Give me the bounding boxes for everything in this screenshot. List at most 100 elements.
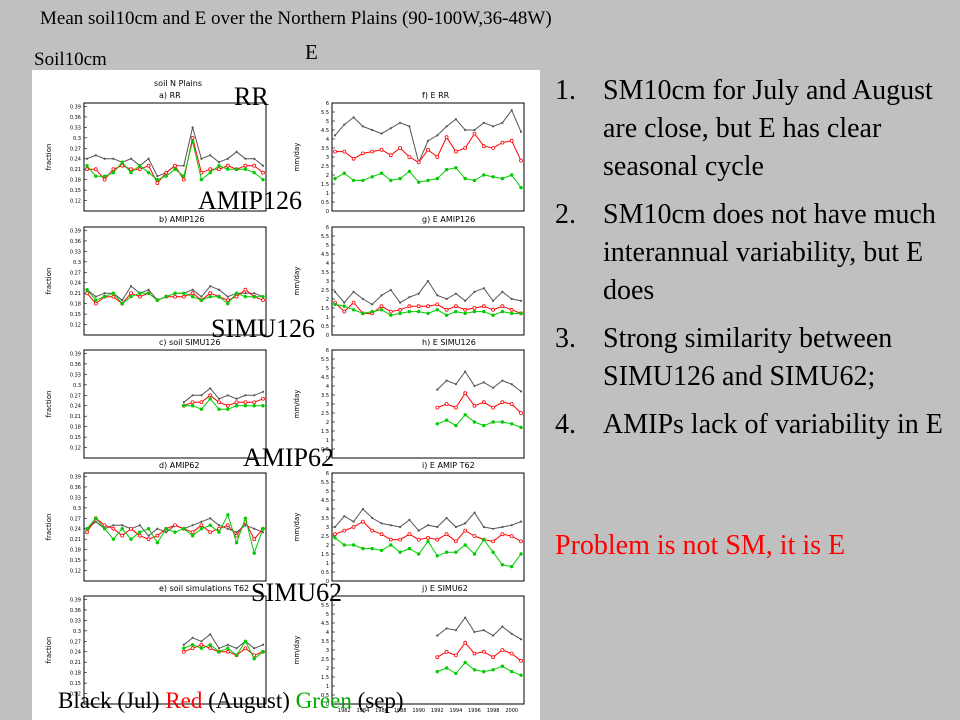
y-axis-label: fraction: [45, 144, 53, 171]
data-point-aug: [509, 138, 514, 143]
data-point-jul: [226, 527, 229, 530]
data-point-aug: [181, 177, 186, 182]
data-point-jul: [121, 299, 124, 302]
data-point-sep: [173, 291, 177, 295]
data-point-aug: [398, 537, 403, 542]
y-tick-label: 2: [326, 297, 329, 303]
data-point-jul: [371, 128, 374, 132]
data-point-sep: [199, 527, 204, 531]
y-tick-label: 0.18: [70, 178, 81, 184]
y-tick-label: 0.36: [70, 485, 81, 491]
data-point-jul: [417, 529, 420, 532]
data-point-sep: [482, 669, 486, 674]
data-point-jul: [371, 303, 374, 306]
data-point-jul: [182, 164, 185, 167]
data-point-sep: [454, 309, 458, 314]
finding-item: 2. SM10cm does not have much interannual …: [555, 196, 955, 310]
y-tick-label: 1: [326, 684, 329, 690]
data-point-jul: [191, 394, 194, 397]
data-point-aug: [472, 534, 477, 538]
data-point-sep: [208, 643, 212, 647]
y-tick-label: 0.24: [70, 281, 81, 287]
data-point-jul: [226, 157, 229, 160]
data-point-jul: [352, 290, 355, 293]
data-point-sep: [243, 516, 248, 520]
data-point-sep: [120, 160, 124, 164]
data-point-sep: [370, 546, 374, 551]
data-point-sep: [252, 551, 256, 555]
panel-title: i) E AMIP T62: [422, 461, 475, 470]
data-point-sep: [217, 650, 221, 654]
x-tick-label: 1992: [431, 708, 444, 714]
data-point-jul: [244, 157, 247, 160]
data-point-aug: [199, 523, 204, 528]
data-point-aug: [199, 642, 204, 647]
data-point-sep: [342, 171, 346, 175]
y-tick-label: 0: [326, 702, 329, 708]
data-point-aug: [234, 400, 239, 405]
y-tick-label: 0.33: [70, 495, 81, 501]
data-point-sep: [182, 404, 186, 408]
data-point-jul: [454, 292, 457, 295]
data-point-sep: [361, 178, 365, 183]
data-point-jul: [380, 132, 383, 135]
series-line-aug: [437, 641, 522, 662]
data-point-sep: [261, 294, 265, 299]
series-line-sep: [183, 398, 263, 410]
y-tick-label: 0.33: [70, 249, 81, 255]
data-point-sep: [398, 550, 402, 554]
y-tick-label: 1.5: [321, 306, 329, 312]
y-tick-label: 6: [326, 348, 329, 354]
data-point-sep: [519, 425, 523, 430]
data-point-jul: [454, 525, 457, 529]
data-point-jul: [492, 299, 495, 302]
data-point-sep: [463, 311, 467, 316]
data-point-aug: [500, 140, 505, 145]
data-point-jul: [226, 643, 229, 646]
y-tick-label: 6: [326, 471, 329, 477]
x-tick-label: 1994: [450, 708, 463, 714]
data-point-jul: [426, 279, 430, 283]
y-tick-label: 0.5: [321, 570, 329, 576]
y-axis-label: mm/day: [293, 513, 301, 542]
data-point-jul: [389, 127, 392, 130]
data-point-jul: [94, 295, 97, 298]
data-point-aug: [190, 530, 195, 535]
y-tick-label: 0.39: [70, 104, 81, 110]
y-tick-label: 0.33: [70, 372, 81, 378]
x-tick-label: 1988: [394, 708, 407, 714]
data-point-aug: [261, 170, 265, 175]
data-point-jul: [445, 297, 448, 301]
data-point-jul: [445, 627, 448, 630]
data-point-sep: [370, 309, 374, 314]
data-point-aug: [388, 153, 393, 158]
x-tick-label: 1984: [357, 708, 370, 714]
data-point-jul: [156, 175, 159, 178]
y-tick-label: 2: [326, 666, 329, 672]
data-point-aug: [85, 291, 89, 296]
data-point-sep: [208, 397, 212, 401]
data-point-sep: [389, 543, 393, 547]
data-point-jul: [253, 527, 256, 530]
data-point-sep: [500, 664, 505, 668]
data-point-aug: [190, 400, 195, 405]
plot-frame: [83, 226, 267, 336]
data-point-jul: [510, 632, 513, 635]
y-tick-label: 3.5: [321, 146, 329, 152]
y-axis-label: mm/day: [293, 267, 301, 296]
data-point-sep: [519, 552, 523, 556]
y-axis-label: fraction: [45, 514, 53, 541]
data-point-jul: [217, 524, 221, 527]
data-point-jul: [519, 130, 523, 133]
y-tick-label: 2.5: [321, 534, 329, 540]
y-tick-label: 3.5: [321, 639, 329, 645]
data-point-sep: [417, 552, 421, 556]
data-point-sep: [85, 164, 89, 168]
data-point-jul: [156, 527, 159, 530]
plot-frame: [83, 349, 267, 459]
data-point-aug: [342, 149, 347, 154]
y-tick-label: 0.27: [70, 270, 81, 276]
y-tick-label: 0.36: [70, 608, 81, 614]
y-tick-label: 0.15: [70, 435, 81, 441]
y-axis-label: fraction: [45, 391, 53, 418]
